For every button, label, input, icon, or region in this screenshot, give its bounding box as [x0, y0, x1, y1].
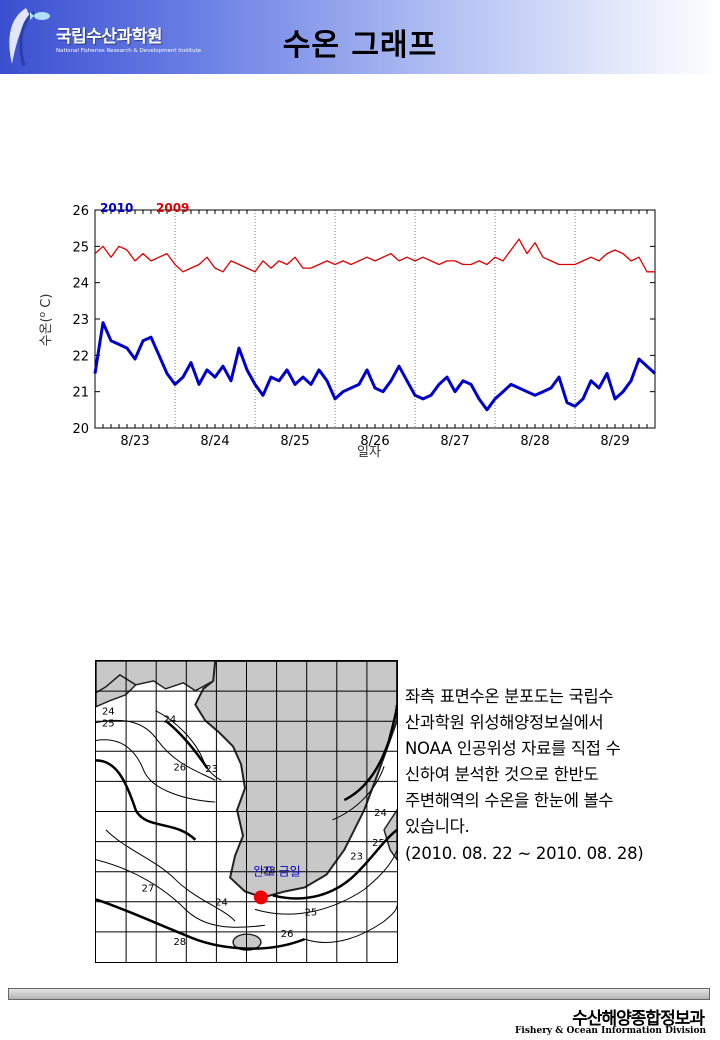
chart-series	[93, 238, 657, 412]
description-line: 있습니다.	[405, 817, 470, 836]
plot-frame	[94, 209, 656, 429]
y-axis-label: 수온(o C)	[38, 294, 54, 347]
y-tick-label: 25	[72, 240, 89, 255]
x-tick-label: 8/27	[440, 434, 469, 449]
chart-axes	[94, 209, 656, 429]
sea-surface-temperature-map: 24 25 24 26 23 24 23 28 27 24 25 25 26 2…	[95, 660, 398, 963]
legend-2010: 2010	[100, 201, 133, 215]
y-tick-label: 21	[72, 386, 89, 401]
description-line: 신하여 분석한 것으로 한반도	[405, 765, 599, 784]
x-tick-label: 8/26	[360, 434, 389, 449]
page-title: 수온 그래프	[282, 28, 438, 63]
contour-label: 25	[305, 907, 318, 918]
contour-label: 23	[205, 764, 218, 775]
x-tick-label: 8/23	[120, 434, 149, 449]
x-tick-label: 8/24	[200, 434, 229, 449]
description-line: 산과학원 위성해양정보실에서	[405, 713, 604, 732]
institute-logo[interactable]: 국립수산과학원 National Fisheries Research & De…	[4, 4, 204, 70]
chart-labels: 2010 2009 일자 수온(o C) 20 21 22 23 24 25 26 8/23 8…	[38, 201, 630, 460]
header-banner	[0, 0, 720, 74]
institute-name: 국립수산과학원	[56, 27, 162, 47]
fish-logo-icon	[9, 8, 50, 67]
y-tick-label: 20	[72, 422, 89, 437]
contour-label: 28	[263, 866, 276, 877]
contour-label: 24	[215, 897, 228, 908]
legend-2009: 2009	[156, 201, 189, 215]
series-line-2010	[93, 321, 657, 412]
x-tick-label: 8/25	[280, 434, 309, 449]
contour-label: 27	[142, 883, 155, 894]
location-label: 완도 금일	[253, 865, 301, 879]
temperature-contours	[96, 704, 397, 950]
contour-label: 26	[281, 929, 294, 940]
y-tick-label: 26	[72, 204, 89, 219]
contour-label: 23	[350, 852, 363, 863]
contour-labels: 24 25 24 26 23 24 23 28 27 24 25 25 26 2…	[102, 707, 387, 948]
x-axis-label: 일자	[357, 445, 381, 460]
institute-english-name: National Fisheries Research & Developmen…	[56, 48, 202, 54]
water-temperature-chart: 2010 2009 일자 수온(o C) 20 21 22 23 24 25 26 8/23 8…	[38, 201, 657, 460]
description-line: 주변해역의 수온을 한눈에 볼수	[405, 791, 614, 810]
location-marker[interactable]	[253, 890, 268, 905]
observation-period: (2010. 08. 22 ~ 2010. 08. 28)	[405, 844, 644, 863]
x-tick-label: 8/28	[520, 434, 549, 449]
division-english-name: Fishery & Ocean Information Division	[515, 1026, 706, 1036]
description-line: 좌측 표면수온 분포도는 국립수	[405, 687, 614, 706]
contour-label: 25	[372, 838, 385, 849]
series-line-2009	[94, 238, 655, 273]
division-name: 수산해양종합정보과	[572, 1009, 705, 1029]
y-tick-label: 23	[72, 313, 89, 328]
description-line: NOAA 인공위성 자료를 직접 수	[405, 739, 621, 758]
footer-bar	[8, 988, 710, 1000]
contour-label: 25	[102, 719, 115, 730]
y-tick-label: 22	[72, 349, 89, 364]
contour-label: 28	[173, 937, 186, 948]
x-tick-label: 8/29	[600, 434, 629, 449]
y-tick-label: 24	[72, 277, 89, 292]
contour-label: 24	[164, 715, 177, 726]
contour-label: 24	[374, 808, 387, 819]
chart-grid	[174, 210, 576, 428]
contour-label: 26	[173, 762, 186, 773]
contour-label: 24	[102, 707, 115, 718]
map-description: 좌측 표면수온 분포도는 국립수 산과학원 위성해양정보실에서 NOAA 인공위…	[405, 684, 695, 840]
